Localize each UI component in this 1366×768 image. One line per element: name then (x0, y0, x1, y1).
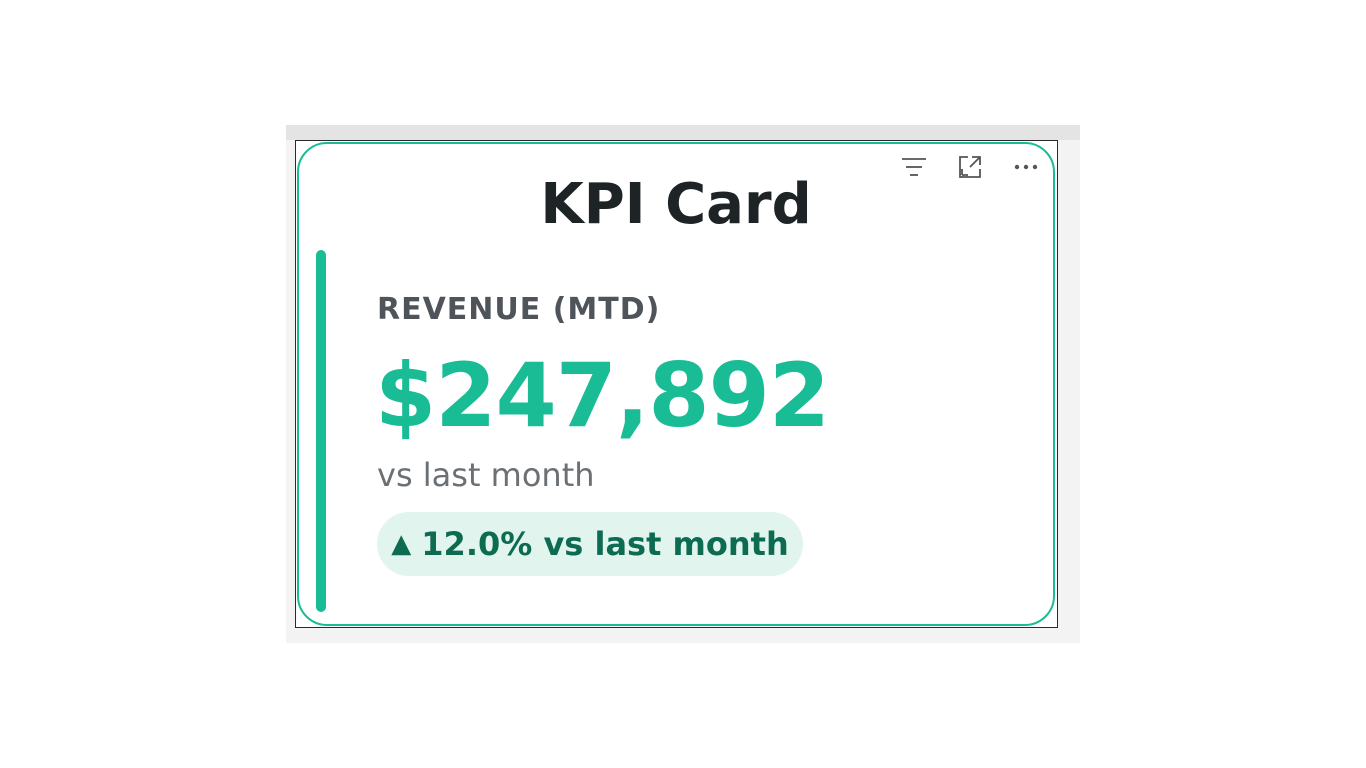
accent-bar (316, 250, 326, 612)
visual-toolbar (895, 154, 1045, 180)
change-badge: ▲ 12.0% vs last month (377, 512, 803, 576)
focus-mode-icon[interactable] (951, 154, 989, 180)
card-title: KPI Card (540, 172, 812, 237)
kpi-value: $247,892 (375, 344, 830, 447)
kpi-label: REVENUE (MTD) (377, 292, 661, 327)
up-arrow-icon: ▲ (391, 529, 412, 559)
change-text: 12.0% vs last month (421, 525, 789, 563)
kpi-subtitle: vs last month (377, 456, 595, 494)
filter-icon[interactable] (895, 154, 933, 180)
kpi-card: KPI Card REVENUE (MTD) $247,892 vs last … (297, 142, 1055, 626)
kpi-visual-container[interactable]: KPI Card REVENUE (MTD) $247,892 vs last … (295, 140, 1058, 628)
more-options-icon[interactable] (1007, 154, 1045, 180)
report-canvas: KPI Card REVENUE (MTD) $247,892 vs last … (286, 125, 1080, 643)
visual-header-strip (286, 125, 1080, 140)
